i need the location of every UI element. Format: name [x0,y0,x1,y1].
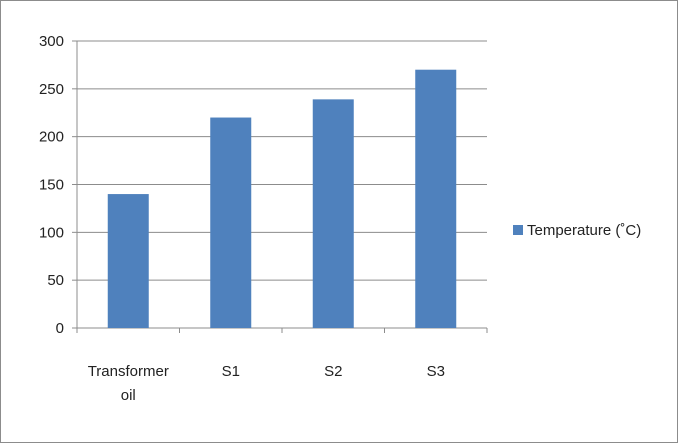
bars [107,69,457,329]
y-tick-label: 50 [47,272,64,289]
x-category-label: S1 [222,363,240,380]
legend-label: Temperature (˚C) [527,222,641,239]
legend-swatch [513,225,523,235]
x-category-label-line: S3 [427,363,445,380]
y-tick-label: 200 [39,129,64,146]
x-category-label-line: S2 [324,363,342,380]
axis-labels: 0 50 100 150 200 250 300 Transformer oil S1 S2 S3 [39,33,445,404]
x-category-label: S2 [324,363,342,380]
x-category-label-line: oil [121,387,136,404]
x-category-label-line: Transformer [88,363,169,380]
x-category-label: S3 [427,363,445,380]
bar-2 [210,117,252,329]
legend: Temperature (˚C) [513,222,641,239]
y-tick-label: 300 [39,33,64,50]
x-category-label-line: S1 [222,363,240,380]
y-tick-label: 150 [39,177,64,194]
bar-4 [415,69,457,328]
y-tick-label: 0 [56,320,64,337]
y-tick-label: 100 [39,224,64,241]
y-tick-label: 250 [39,81,64,98]
bar-3 [312,99,354,329]
bar-1 [107,194,149,328]
x-category-label: Transformer oil [88,363,169,404]
